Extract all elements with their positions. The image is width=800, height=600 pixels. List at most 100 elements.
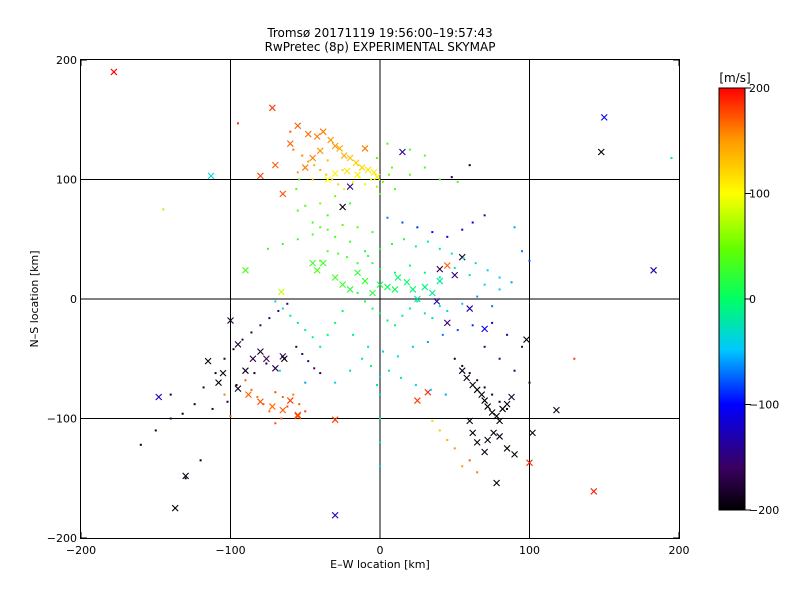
data-point-dot — [253, 372, 256, 375]
data-point-cross — [294, 122, 302, 130]
data-point-cross — [370, 168, 378, 176]
data-point-dot — [431, 317, 434, 320]
data-point-dot — [416, 226, 419, 229]
data-point-dot — [334, 235, 337, 238]
x-tick-label: 100 — [519, 544, 540, 557]
data-point-dot — [364, 183, 367, 186]
data-point-dot — [364, 300, 367, 303]
data-point-cross — [324, 176, 332, 183]
data-point-dot — [341, 168, 344, 171]
data-point-cross — [234, 385, 242, 393]
colorbar-unit-label: [m/s] — [719, 71, 750, 85]
data-point-dot — [390, 243, 393, 246]
data-points — [110, 68, 673, 519]
data-point-cross — [496, 433, 503, 440]
data-point-dot — [379, 192, 381, 195]
data-point-cross — [346, 286, 354, 293]
data-point-cross — [204, 357, 212, 365]
data-point-cross — [309, 259, 317, 267]
data-point-cross — [443, 262, 451, 269]
y-tick-label: −100 — [47, 413, 77, 426]
data-point-dot — [304, 204, 307, 207]
data-point-cross — [304, 130, 312, 138]
data-point-cross — [331, 170, 339, 177]
data-point-dot — [319, 226, 322, 229]
data-point-dot — [223, 357, 226, 360]
y-tick-label: −200 — [47, 532, 77, 545]
data-point-dot — [268, 410, 271, 413]
data-point-dot — [337, 252, 340, 255]
data-point-dot — [474, 262, 477, 265]
data-point-dot — [304, 381, 307, 384]
data-point-dot — [528, 381, 531, 384]
data-point-dot — [326, 250, 329, 253]
chart-title: Tromsø 20171119 19:56:00–19:57:43 — [266, 26, 492, 40]
data-point-dot — [498, 400, 501, 403]
data-point-dot — [393, 188, 396, 191]
data-point-cross — [369, 289, 376, 297]
data-point-cross — [215, 379, 222, 387]
data-point-cross — [503, 444, 511, 452]
data-point-cross — [484, 403, 492, 410]
data-point-dot — [453, 447, 456, 450]
data-point-dot — [295, 345, 298, 348]
data-point-dot — [476, 295, 479, 298]
data-point-cross — [413, 397, 421, 404]
data-point-dot — [386, 319, 389, 322]
data-point-cross — [597, 148, 605, 156]
data-point-dot — [379, 247, 381, 250]
data-point-cross — [343, 167, 351, 175]
data-point-dot — [356, 164, 359, 167]
data-point-cross — [331, 416, 339, 424]
data-point-dot — [438, 276, 441, 279]
data-point-dot — [528, 259, 531, 262]
data-point-dot — [281, 307, 284, 310]
data-point-dot — [379, 393, 381, 396]
data-point-dot — [226, 400, 229, 403]
data-point-dot — [408, 173, 411, 176]
data-point-dot — [334, 321, 337, 324]
data-point-dot — [408, 307, 411, 310]
data-point-dot — [390, 166, 393, 169]
data-point-cross — [451, 271, 459, 279]
data-point-dot — [341, 223, 344, 226]
data-point-dot — [431, 419, 434, 422]
data-point-dot — [244, 379, 247, 382]
data-point-dot — [468, 372, 471, 375]
data-point-cross — [346, 183, 354, 191]
data-point-cross — [511, 450, 518, 458]
data-point-dot — [326, 159, 329, 162]
data-point-dot — [268, 317, 271, 320]
data-point-dot — [393, 324, 396, 327]
colorbar-tick-label: 100 — [749, 188, 770, 201]
data-point-dot — [352, 333, 355, 336]
data-point-cross — [466, 417, 474, 425]
x-tick-label: 200 — [669, 544, 690, 557]
data-point-dot — [461, 364, 464, 367]
data-point-dot — [331, 178, 334, 181]
data-point-dot — [513, 369, 516, 372]
data-point-cross — [478, 391, 486, 398]
data-point-dot — [371, 262, 374, 265]
data-point-dot — [438, 247, 441, 250]
data-point-dot — [319, 259, 322, 262]
data-point-dot — [352, 180, 355, 183]
data-point-cross — [309, 154, 317, 162]
data-point-dot — [311, 233, 314, 236]
data-point-cross — [488, 409, 496, 416]
data-point-dot — [311, 336, 314, 339]
data-point-cross — [373, 173, 381, 181]
data-point-cross — [257, 348, 264, 355]
data-point-dot — [235, 384, 238, 387]
data-point-dot — [429, 388, 432, 391]
colorbar-tick-label: −100 — [749, 399, 779, 412]
data-point-cross — [313, 266, 321, 274]
data-point-dot — [154, 429, 157, 432]
data-point-cross — [316, 147, 324, 155]
data-point-dot — [250, 331, 253, 334]
data-point-cross — [523, 336, 530, 344]
colorbar-tick-label: 200 — [749, 82, 770, 95]
data-point-dot — [450, 252, 453, 255]
data-point-dot — [444, 393, 447, 396]
data-point-cross — [421, 283, 429, 291]
